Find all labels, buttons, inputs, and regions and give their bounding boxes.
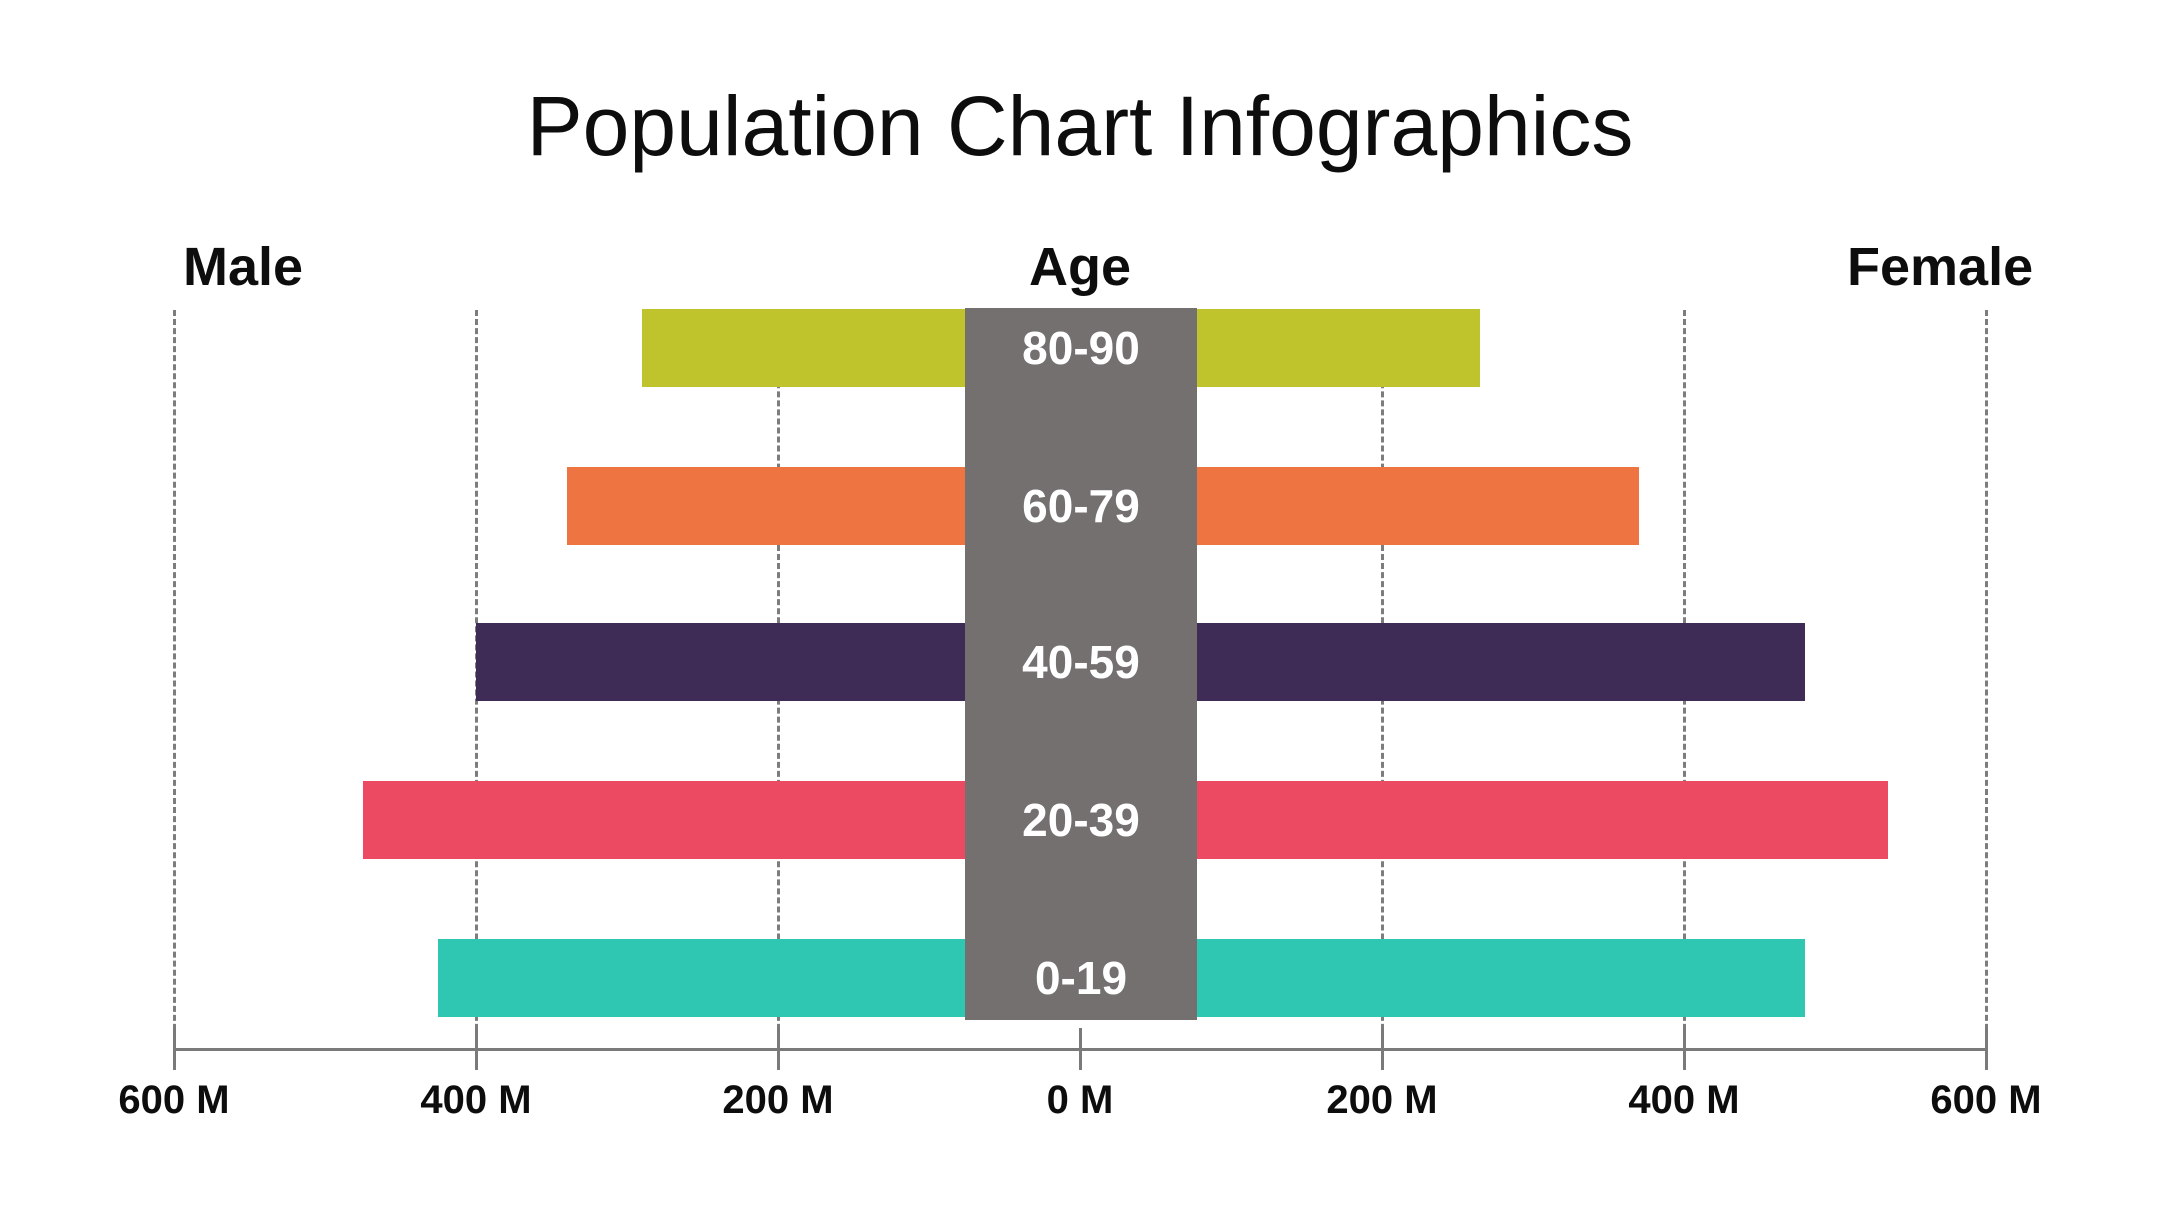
age-group-label-40-59: 40-59 <box>1022 636 1140 688</box>
x-axis-tick-5 <box>1682 1028 1686 1070</box>
age-group-label-80-90: 80-90 <box>1022 322 1140 374</box>
x-axis-tick-6 <box>1984 1028 1988 1070</box>
x-axis-tick-label-1: 400 M <box>420 1078 532 1122</box>
x-axis-tick-0 <box>172 1028 176 1070</box>
chart-title: Population Chart Infographics <box>526 79 1634 173</box>
bar-female-40-59 <box>1080 623 1805 701</box>
gridline-600m <box>172 310 176 1048</box>
x-axis-tick-4 <box>1380 1028 1384 1070</box>
x-axis-tick-3 <box>1078 1028 1082 1070</box>
gridline-600m <box>1984 310 1988 1048</box>
bar-female-20-39 <box>1080 781 1888 859</box>
x-axis-tick-label-4: 200 M <box>1326 1078 1438 1122</box>
male-column-header: Male <box>183 237 304 297</box>
bar-female-0-19 <box>1080 939 1805 1017</box>
age-group-label-60-79: 60-79 <box>1022 480 1140 532</box>
age-column-header: Age <box>1028 237 1131 297</box>
x-axis-tick-label-0: 600 M <box>118 1078 230 1122</box>
age-group-label-20-39: 20-39 <box>1022 794 1140 846</box>
x-axis-tick-label-2: 200 M <box>722 1078 834 1122</box>
bar-male-20-39 <box>362 781 1080 859</box>
age-center-column <box>965 308 1197 1020</box>
x-axis-tick-1 <box>474 1028 478 1070</box>
x-axis-tick-2 <box>776 1028 780 1070</box>
x-axis-tick-label-6: 600 M <box>1930 1078 2042 1122</box>
age-group-label-0-19: 0-19 <box>1034 952 1128 1004</box>
x-axis-tick-label-3: 0 M <box>1046 1078 1114 1122</box>
x-axis-tick-label-5: 400 M <box>1628 1078 1740 1122</box>
female-column-header: Female <box>1847 237 2034 297</box>
